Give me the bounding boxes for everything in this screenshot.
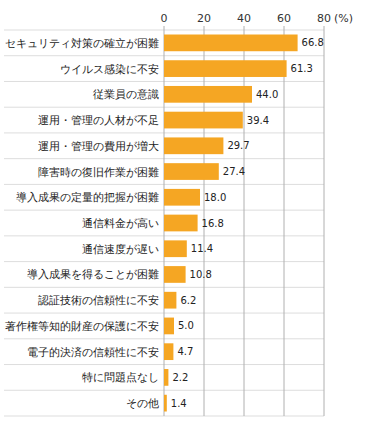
- tick-label: 20: [197, 12, 211, 25]
- bar: [164, 292, 176, 309]
- category-label: 特に問題点なし: [82, 371, 159, 383]
- bar: [164, 35, 298, 52]
- data-label: 1.4: [171, 398, 187, 409]
- category-label: 認証技術の信頼性に不安: [38, 294, 159, 306]
- bar: [164, 112, 243, 129]
- data-label: 27.4: [223, 166, 245, 177]
- data-label: 44.0: [256, 89, 278, 100]
- data-label: 29.7: [227, 140, 249, 151]
- category-label: 通信料金が高い: [82, 217, 159, 229]
- tick-mark: [244, 26, 245, 30]
- bar: [164, 215, 198, 232]
- data-labels: 1.4 2.2 4.7 5.0 6.2 10.8 11.4 16.8 18.0 27.4 29.7 3…: [171, 37, 324, 408]
- data-label: 6.2: [180, 295, 196, 306]
- data-label: 11.4: [191, 243, 213, 254]
- category-label: 従業員の意識: [93, 88, 159, 100]
- bar: [164, 137, 223, 154]
- data-label: 18.0: [204, 192, 226, 203]
- tick-mark: [324, 26, 325, 30]
- tick-label: 40: [237, 12, 251, 25]
- data-label: 39.4: [247, 115, 269, 126]
- data-label: 4.7: [177, 346, 193, 357]
- data-label: 16.8: [202, 218, 224, 229]
- bar: [164, 240, 187, 257]
- category-label: その他: [126, 397, 159, 409]
- chart: 0 20 40 60 80(%) その他 特に問題点なし 電子的決済の信頼性に不安 著作権等知的…: [0, 0, 368, 426]
- category-label: 導入成果の定量的把握が困難: [16, 191, 159, 203]
- data-label: 2.2: [172, 372, 188, 383]
- tick-mark: [204, 26, 205, 30]
- category-label: 導入成果を得ることが困難: [27, 268, 159, 280]
- tick-mark: [284, 26, 285, 30]
- category-label: 電子的決済の信頼性に不安: [27, 346, 159, 358]
- bar: [164, 369, 168, 386]
- bars: [164, 35, 298, 412]
- bar: [164, 343, 173, 360]
- category-label: 著作権等知的財産の保護に不安: [5, 320, 159, 332]
- data-label: 66.8: [302, 37, 324, 48]
- bar: [164, 318, 174, 335]
- category-label: 運用・管理の人材が不足: [38, 114, 159, 126]
- tick-label: 80: [317, 12, 331, 25]
- tick-mark: [164, 26, 165, 30]
- row-separators: [4, 30, 324, 416]
- category-label: 運用・管理の費用が増大: [38, 140, 159, 152]
- tick-label: 0: [161, 12, 168, 25]
- data-label: 5.0: [178, 320, 194, 331]
- data-label: 61.3: [291, 63, 313, 74]
- y-axis: その他 特に問題点なし 電子的決済の信頼性に不安 著作権等知的財産の保護に不安 認証技術…: [5, 37, 159, 409]
- tick-label: 60: [277, 12, 291, 25]
- bar: [164, 189, 200, 206]
- category-label: 障害時の復旧作業が困難: [38, 166, 159, 178]
- category-label: ウイルス感染に不安: [60, 63, 159, 75]
- bar: [164, 86, 252, 103]
- grid-line: [324, 30, 325, 416]
- x-axis: 0 20 40 60 80: [161, 12, 332, 416]
- bar: [164, 395, 167, 412]
- bar: [164, 266, 186, 283]
- category-label: 通信速度が遅い: [82, 243, 159, 255]
- bar: [164, 163, 219, 180]
- axis-unit: (%): [334, 12, 353, 25]
- data-label: 10.8: [190, 269, 212, 280]
- category-label: セキュリティ対策の確立が困難: [5, 37, 159, 49]
- grid-line: [284, 30, 285, 416]
- bar: [164, 60, 287, 77]
